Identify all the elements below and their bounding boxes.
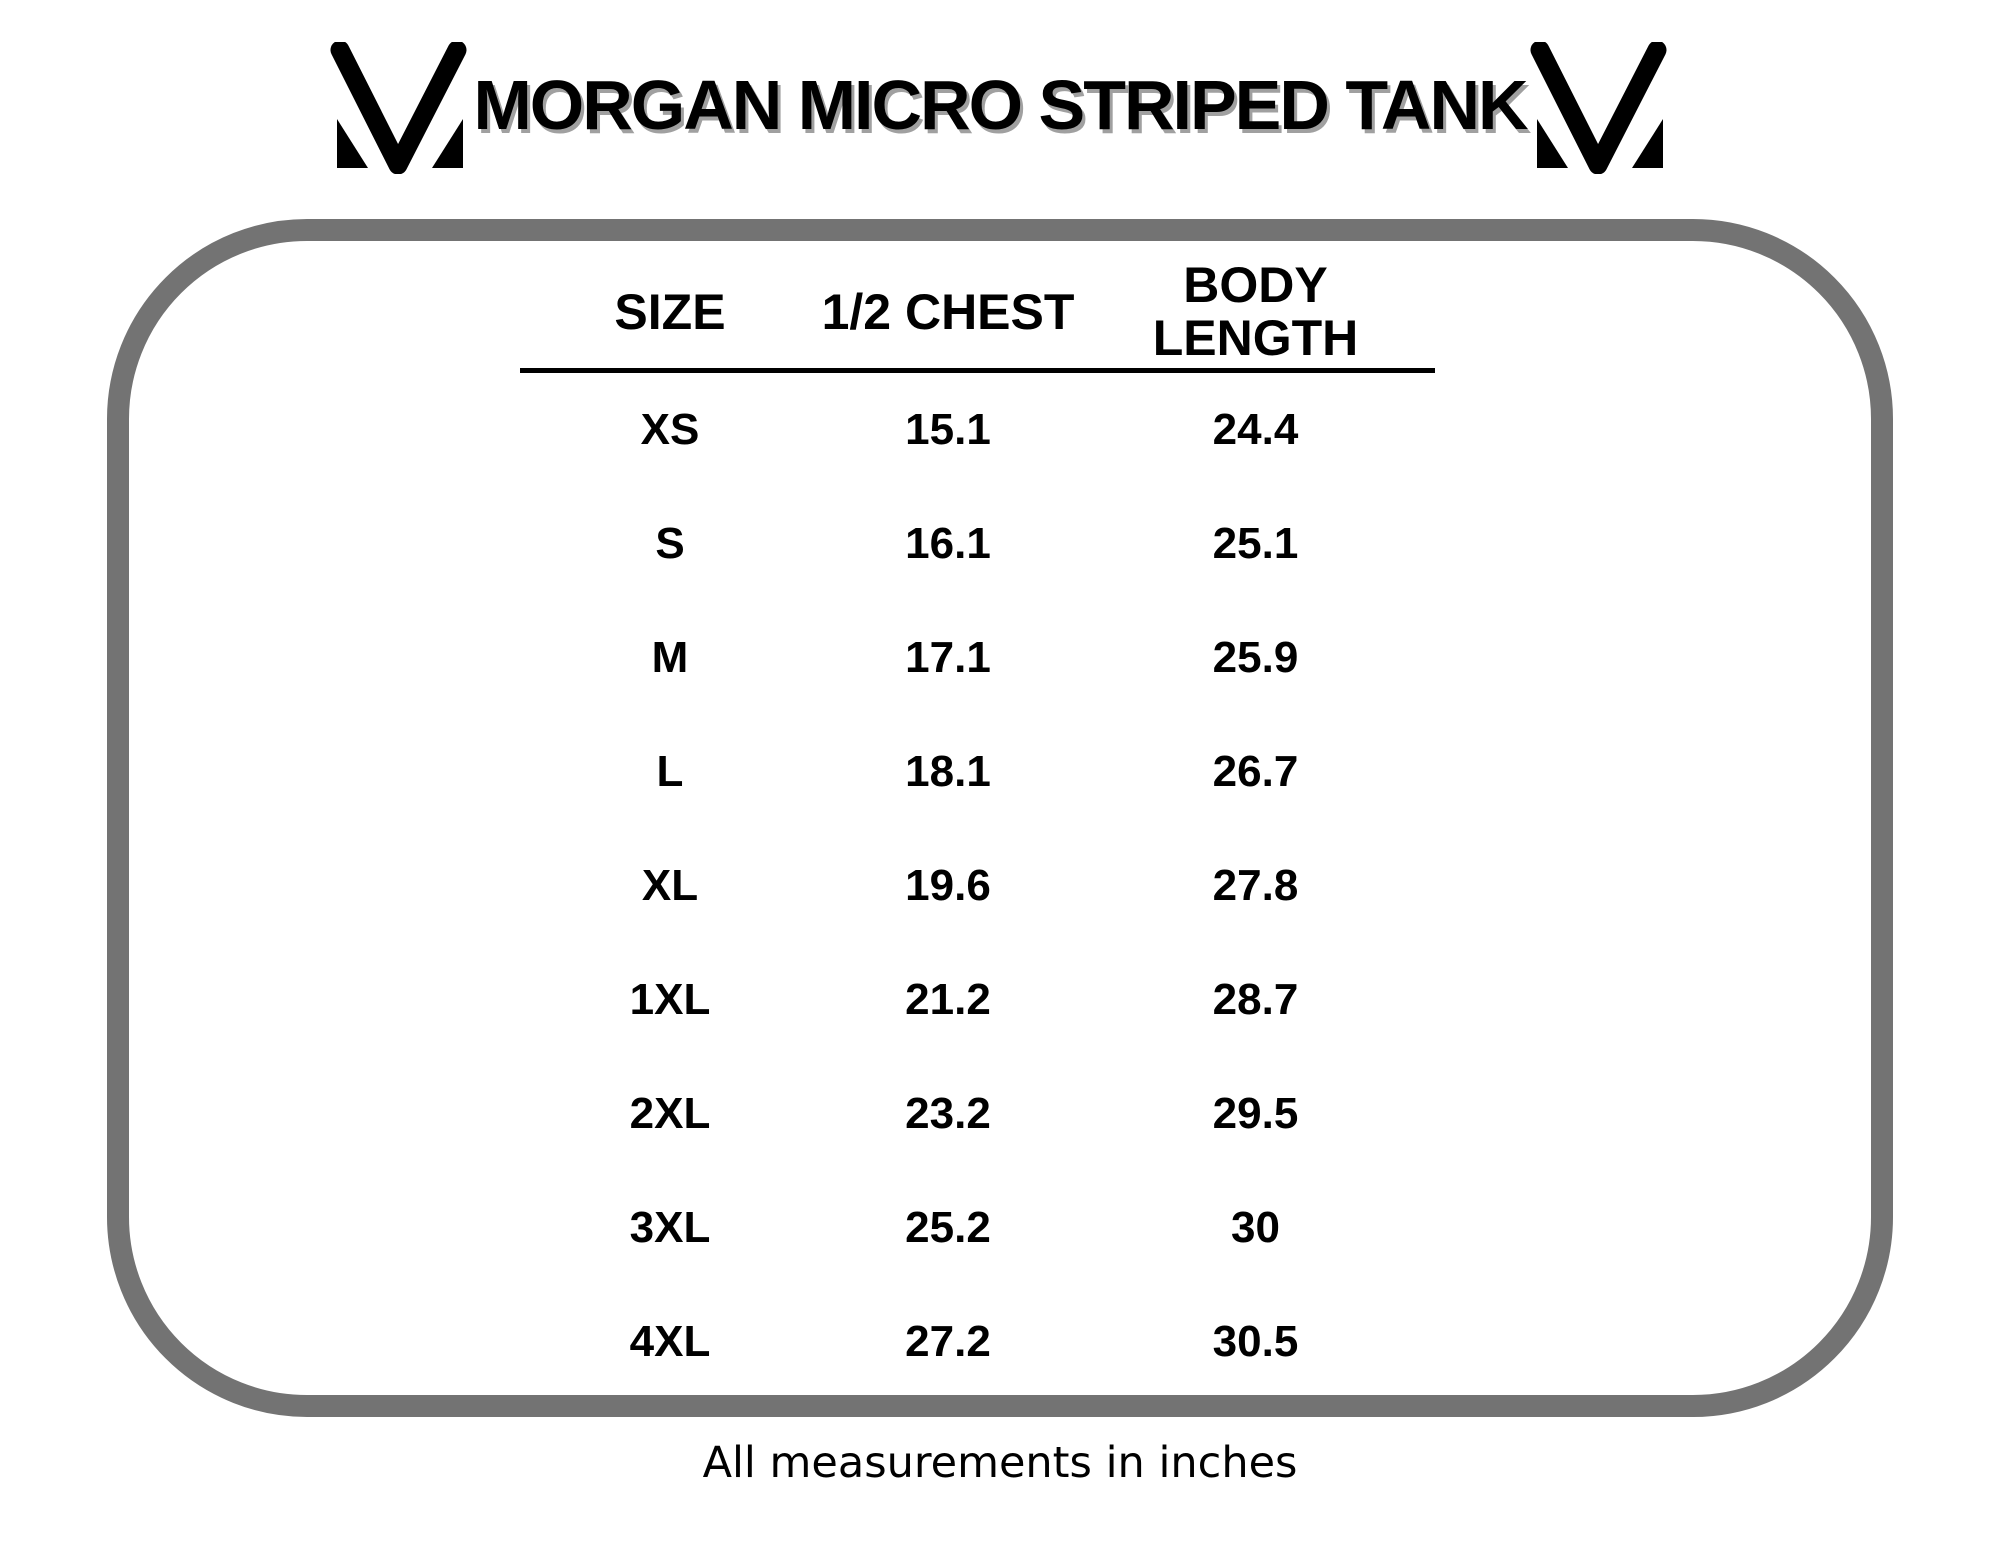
body-length-cell: 30.5 xyxy=(1212,1317,1299,1366)
half-chest-cell: 18.1 xyxy=(905,747,991,796)
column-header-size: SIZE xyxy=(614,283,726,340)
size-chart-frame xyxy=(107,219,1893,1417)
body-length-cell: 25.9 xyxy=(1212,633,1299,682)
half-chest-cell: 27.2 xyxy=(905,1317,991,1366)
table-row: XS 15.1 24.4 xyxy=(520,373,1435,487)
half-chest-cell: 21.2 xyxy=(905,975,991,1024)
column-header-half-chest: 1/2 CHEST xyxy=(821,283,1075,340)
half-chest-cell: 17.1 xyxy=(905,633,991,682)
size-cell: 4XL xyxy=(629,1317,711,1366)
table-row: 1XL 21.2 28.7 xyxy=(520,943,1435,1057)
measurements-footnote: All measurements in inches xyxy=(702,1438,1298,1488)
half-chest-cell: 23.2 xyxy=(905,1089,991,1138)
table-row: 4XL 27.2 30.5 xyxy=(520,1285,1435,1399)
table-row: 3XL 25.2 30 xyxy=(520,1171,1435,1285)
table-row: 2XL 23.2 29.5 xyxy=(520,1057,1435,1171)
table-row: S 16.1 25.1 xyxy=(520,487,1435,601)
body-length-cell: 26.7 xyxy=(1212,747,1299,796)
size-cell: 1XL xyxy=(629,975,711,1024)
body-length-cell: 27.8 xyxy=(1212,861,1299,910)
table-header-row: SIZE 1/2 CHEST BODY LENGTH xyxy=(520,255,1435,368)
half-chest-cell: 16.1 xyxy=(905,519,991,568)
body-length-cell: 25.1 xyxy=(1212,519,1299,568)
size-cell: L xyxy=(656,747,684,796)
table-row: M 17.1 25.9 xyxy=(520,601,1435,715)
header-divider-line xyxy=(520,368,1435,373)
size-cell: XS xyxy=(640,405,700,454)
size-cell: 3XL xyxy=(629,1203,711,1252)
column-header-body-length: BODY LENGTH xyxy=(1076,255,1435,368)
m-brand-logo-icon xyxy=(1530,42,1667,174)
page-title: MORGAN MICRO STRIPED TANK xyxy=(473,66,1528,144)
half-chest-cell: 15.1 xyxy=(905,405,991,454)
table-row: L 18.1 26.7 xyxy=(520,715,1435,829)
half-chest-cell: 25.2 xyxy=(905,1203,991,1252)
body-length-cell: 24.4 xyxy=(1212,405,1299,454)
m-brand-logo-icon xyxy=(330,42,467,174)
size-cell: S xyxy=(655,519,685,568)
header: MORGAN MICRO STRIPED TANK xyxy=(0,38,2000,178)
body-length-cell: 29.5 xyxy=(1212,1089,1299,1138)
size-cell: M xyxy=(651,633,689,682)
body-length-cell: 28.7 xyxy=(1212,975,1299,1024)
half-chest-cell: 19.6 xyxy=(905,861,991,910)
size-chart-table: SIZE 1/2 CHEST BODY LENGTH XS 15.1 24.4 … xyxy=(520,255,1435,1399)
column-header-body-length-label: BODY LENGTH xyxy=(1152,256,1359,366)
body-length-cell: 30 xyxy=(1231,1203,1280,1252)
size-cell: 2XL xyxy=(629,1089,711,1138)
size-cell: XL xyxy=(641,861,699,910)
table-row: XL 19.6 27.8 xyxy=(520,829,1435,943)
